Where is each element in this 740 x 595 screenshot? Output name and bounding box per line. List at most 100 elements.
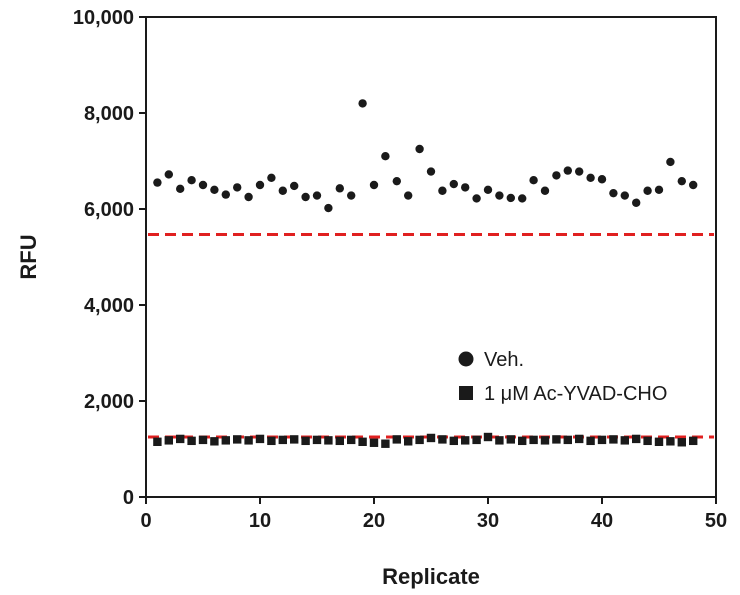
veh-point: [267, 173, 276, 182]
legend-marker-veh: [458, 351, 474, 367]
veh-point: [620, 191, 629, 200]
inhibitor-point: [518, 436, 527, 446]
inhibitor-point: [643, 436, 652, 446]
veh-point: [176, 184, 185, 194]
y-tick-label: 10,000: [73, 7, 134, 29]
inhibitor-point: [472, 435, 481, 445]
veh-point: [563, 166, 572, 175]
y-axis-title: RFU: [16, 234, 41, 279]
veh-point: [483, 185, 493, 194]
y-tick-label: 4,000: [84, 295, 134, 317]
veh-point: [233, 183, 242, 192]
x-tick-label: 20: [363, 510, 385, 532]
inhibitor-point: [187, 436, 196, 446]
y-tick-label: 8,000: [84, 103, 134, 125]
inhibitor-point: [438, 435, 447, 444]
veh-point: [677, 176, 686, 186]
veh-point: [358, 99, 367, 108]
inhibitor-point: [415, 435, 424, 445]
veh-point: [404, 191, 413, 200]
veh-point: [187, 176, 196, 185]
veh-point: [392, 176, 401, 186]
veh-point: [540, 186, 550, 195]
veh-point: [335, 184, 344, 193]
inhibitor-point: [392, 435, 401, 444]
veh-point: [666, 157, 675, 167]
veh-point: [472, 194, 481, 203]
inhibitor-point: [483, 432, 493, 442]
veh-point: [301, 192, 310, 202]
inhibitor-point: [198, 435, 208, 445]
inhibitor-point: [529, 435, 538, 445]
inhibitor-point: [632, 434, 641, 444]
veh-point: [369, 180, 379, 190]
x-tick-label: 50: [705, 510, 727, 532]
veh-point: [290, 181, 299, 191]
inhibitor-point: [255, 434, 265, 444]
veh-point: [586, 173, 595, 182]
inhibitor-point: [666, 437, 675, 446]
veh-point: [244, 192, 253, 202]
veh-point: [221, 190, 230, 199]
axes: 0 2,000 4,000 6,000 8,000 10,000 0 10 20 30 40 50: [73, 7, 727, 532]
veh-point: [654, 185, 664, 194]
veh-point: [164, 170, 173, 179]
reference-lines: [148, 232, 714, 439]
inhibitor-point: [369, 438, 379, 447]
veh-point: [153, 178, 162, 187]
veh-point: [415, 144, 424, 154]
x-tick-label: 0: [140, 510, 151, 532]
veh-point: [324, 203, 333, 213]
inhibitor-point: [404, 437, 413, 446]
inhibitor-point: [233, 435, 242, 444]
inhibitor-point: [381, 439, 390, 448]
veh-point: [597, 175, 607, 184]
x-tick-label: 40: [591, 510, 613, 532]
inhibitor-point: [244, 436, 253, 445]
legend: Veh. 1 μM Ac-YVAD-CHO: [458, 349, 667, 405]
inhibitor-point: [620, 436, 629, 445]
inhibitor-point: [290, 435, 299, 444]
inhibitor-point: [449, 436, 458, 446]
x-axis-title: Replicate: [382, 564, 480, 589]
veh-point: [426, 167, 436, 176]
veh-point: [255, 180, 265, 190]
data-points: [153, 99, 698, 448]
veh-point: [198, 180, 208, 190]
veh-point: [529, 176, 538, 185]
inhibitor-point: [495, 436, 504, 445]
veh-point: [518, 194, 527, 203]
veh-point: [609, 188, 618, 198]
veh-point: [278, 186, 287, 195]
inhibitor-point: [552, 435, 561, 444]
inhibitor-point: [335, 436, 344, 446]
inhibitor-point: [689, 436, 698, 446]
legend-marker-ac-yvad-cho: [459, 386, 473, 400]
inhibitor-point: [153, 437, 162, 446]
inhibitor-point: [210, 437, 219, 446]
inhibitor-point: [597, 435, 607, 445]
inhibitor-point: [358, 437, 367, 446]
veh-point: [575, 167, 584, 176]
inhibitor-point: [677, 438, 686, 447]
inhibitor-point: [312, 435, 322, 445]
veh-point: [552, 171, 561, 180]
inhibitor-point: [347, 435, 356, 445]
veh-point: [506, 193, 515, 203]
veh-point: [312, 191, 322, 200]
x-tick-label: 30: [477, 510, 499, 532]
inhibitor-point: [575, 434, 584, 444]
inhibitor-point: [324, 436, 333, 445]
veh-point: [347, 191, 356, 200]
inhibitor-point: [586, 436, 595, 446]
y-tick-label: 6,000: [84, 199, 134, 221]
veh-point: [449, 179, 458, 189]
veh-point: [689, 180, 698, 190]
veh-point: [632, 198, 641, 207]
inhibitor-point: [426, 433, 436, 443]
legend-label-ac-yvad-cho: 1 μM Ac-YVAD-CHO: [484, 383, 667, 405]
inhibitor-point: [301, 436, 310, 446]
inhibitor-point: [609, 435, 618, 444]
inhibitor-point: [563, 435, 572, 445]
